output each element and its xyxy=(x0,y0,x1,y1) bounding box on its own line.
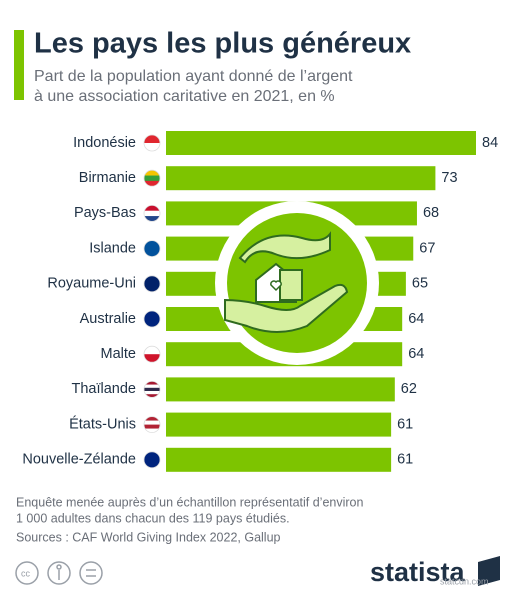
flag-stripe xyxy=(144,205,160,211)
category-label: Islande xyxy=(89,240,136,256)
flag-stripe xyxy=(144,354,160,363)
value-label: 68 xyxy=(423,205,439,221)
value-label: 73 xyxy=(441,170,457,186)
category-label: Nouvelle-Zélande xyxy=(22,452,136,468)
subtitle: Part de la population ayant donné de l’a… xyxy=(34,68,353,85)
flag-outline xyxy=(143,416,161,434)
category-label: Royaume-Uni xyxy=(47,276,136,292)
flag-stripe xyxy=(144,387,160,392)
category-label: Indonésie xyxy=(73,135,136,151)
flag xyxy=(143,204,161,222)
bar xyxy=(166,377,395,402)
brand: statista xyxy=(370,557,466,587)
flag-stripe xyxy=(144,424,160,429)
category-label: États-Unis xyxy=(69,415,136,432)
category-label: Pays-Bas xyxy=(74,205,136,221)
source: Sources : CAF World Giving Index 2022, G… xyxy=(16,530,281,544)
flag xyxy=(143,169,161,187)
flag-stripe xyxy=(144,384,160,388)
flag-outline xyxy=(143,134,161,152)
flag-stripe xyxy=(144,170,160,176)
title-accent xyxy=(14,30,24,100)
brand-logo xyxy=(478,556,500,586)
category-label: Thaïlande xyxy=(72,381,137,397)
flag xyxy=(143,275,161,293)
bar xyxy=(166,131,476,155)
flag-outline xyxy=(143,240,161,258)
flag-stripe xyxy=(144,420,160,425)
flag-stripe xyxy=(144,275,160,292)
value-label: 84 xyxy=(482,135,498,151)
flag xyxy=(143,134,161,152)
watermark: statcdn.com xyxy=(440,576,489,586)
center-icon xyxy=(215,201,379,365)
bar xyxy=(166,447,392,472)
subtitle: à une association caritative en 2021, en… xyxy=(34,88,335,105)
flag-stripe xyxy=(144,428,160,433)
flag-stripe xyxy=(144,416,160,421)
flag-stripe xyxy=(144,394,160,398)
note: Enquête menée auprès d’un échantillon re… xyxy=(16,495,364,509)
note: 1 000 adultes dans chacun des 119 pays é… xyxy=(16,511,290,525)
value-label: 61 xyxy=(397,452,413,468)
flag-outline xyxy=(143,380,161,398)
flag xyxy=(143,310,161,328)
license-icons xyxy=(15,561,103,585)
flag-stripe xyxy=(144,143,160,151)
value-label: 64 xyxy=(408,311,424,327)
bar xyxy=(166,166,436,191)
flag-stripe xyxy=(144,210,160,217)
flag xyxy=(143,240,161,258)
value-label: 65 xyxy=(412,276,428,292)
flag-stripe xyxy=(144,381,160,385)
flag-outline xyxy=(143,345,161,363)
flag xyxy=(143,380,161,398)
category-label: Malte xyxy=(101,346,136,362)
flag xyxy=(143,451,161,469)
flag-stripe xyxy=(144,346,160,355)
value-label: 67 xyxy=(419,240,435,256)
cc-text: cc xyxy=(21,568,31,578)
value-label: 61 xyxy=(397,416,413,432)
flag xyxy=(143,345,161,363)
flag-stripe xyxy=(144,451,160,468)
flag-stripe xyxy=(144,391,160,395)
category-label: Birmanie xyxy=(79,170,136,186)
flag-outline xyxy=(143,451,161,469)
value-label: 62 xyxy=(401,381,417,397)
flag-stripe xyxy=(144,135,160,144)
flag-outline xyxy=(143,275,161,293)
bar xyxy=(166,412,392,437)
flag-outline xyxy=(143,169,161,187)
flag xyxy=(143,416,161,434)
flag-stripe xyxy=(144,175,160,182)
category-label: Australie xyxy=(80,311,136,327)
flag-outline xyxy=(143,310,161,328)
flag-stripe xyxy=(144,180,160,187)
flag-stripe xyxy=(144,216,160,222)
value-label: 64 xyxy=(408,346,424,362)
chart-title: Les pays les plus généreux xyxy=(34,28,411,60)
flag-stripe xyxy=(144,240,160,257)
flag-stripe xyxy=(144,311,160,327)
flag-outline xyxy=(143,204,161,222)
